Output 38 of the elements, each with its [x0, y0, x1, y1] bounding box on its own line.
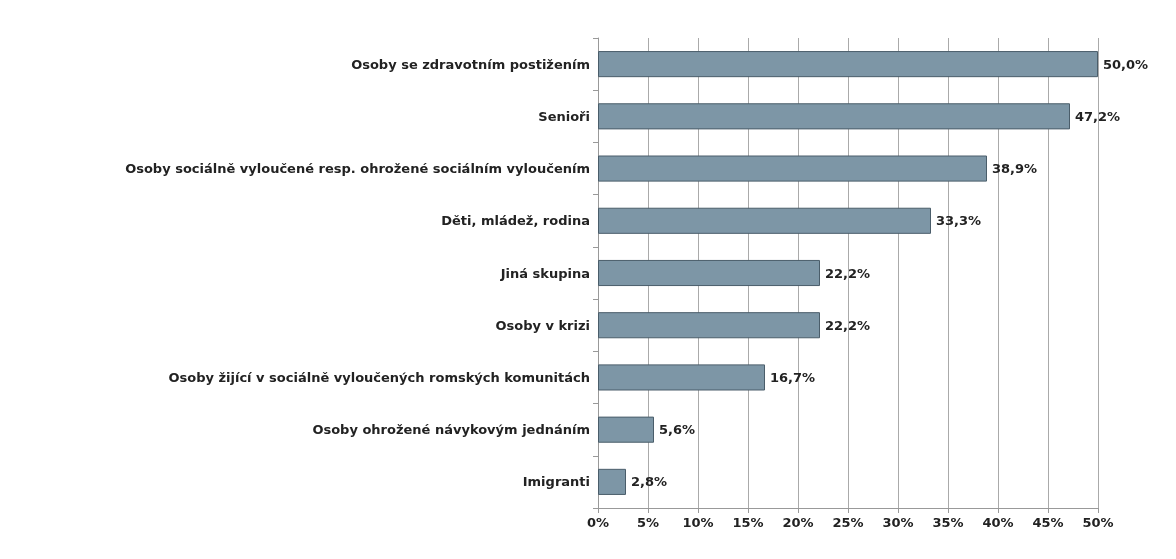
y-tick-label: Osoby sociálně vyloučené resp. ohrožené sociálním vyloučením: [125, 161, 590, 177]
x-tick-label: 0%: [586, 515, 610, 530]
bar: [598, 51, 1098, 78]
x-tick-label: 50%: [1082, 515, 1114, 530]
x-tick-label: 20%: [782, 515, 814, 530]
y-tick-label: Imigranti: [522, 474, 590, 490]
bar: [598, 468, 626, 495]
y-tick-label: Osoby ohrožené návykovým jednáním: [312, 422, 590, 438]
data-label: 22,2%: [825, 265, 871, 281]
y-tick-label: Senioři: [538, 108, 590, 124]
data-label: 2,8%: [631, 474, 668, 490]
bar: [598, 155, 987, 182]
bar: [598, 207, 931, 234]
y-tick-label: Děti, mládež, rodina: [441, 213, 590, 229]
data-label: 38,9%: [992, 161, 1038, 177]
bar: [598, 312, 820, 339]
x-tick-label: 25%: [832, 515, 864, 530]
x-tick-label: 45%: [1032, 515, 1064, 530]
y-tick-label: Osoby v krizi: [495, 317, 590, 333]
x-tick-label: 10%: [682, 515, 714, 530]
data-label: 50,0%: [1103, 56, 1149, 72]
y-tick-label: Osoby žijící v sociálně vyloučených romských komunitách: [168, 369, 590, 385]
data-label: 22,2%: [825, 317, 871, 333]
bar: [598, 364, 765, 391]
bar: [598, 103, 1070, 130]
y-tick-label: Osoby se zdravotním postižením: [351, 56, 590, 72]
bar: [598, 259, 820, 287]
data-label: 5,6%: [659, 422, 696, 438]
data-label: 33,3%: [936, 213, 982, 229]
x-tick-label: 40%: [982, 515, 1014, 530]
x-tick-label: 35%: [932, 515, 964, 530]
x-tick-label: 5%: [636, 515, 660, 530]
data-label: 16,7%: [770, 369, 816, 385]
y-tick-label: Jiná skupina: [499, 265, 590, 281]
x-tick-label: 30%: [882, 515, 914, 530]
x-tick-label: 15%: [732, 515, 764, 530]
bar: [598, 416, 654, 443]
data-label: 47,2%: [1075, 108, 1121, 124]
